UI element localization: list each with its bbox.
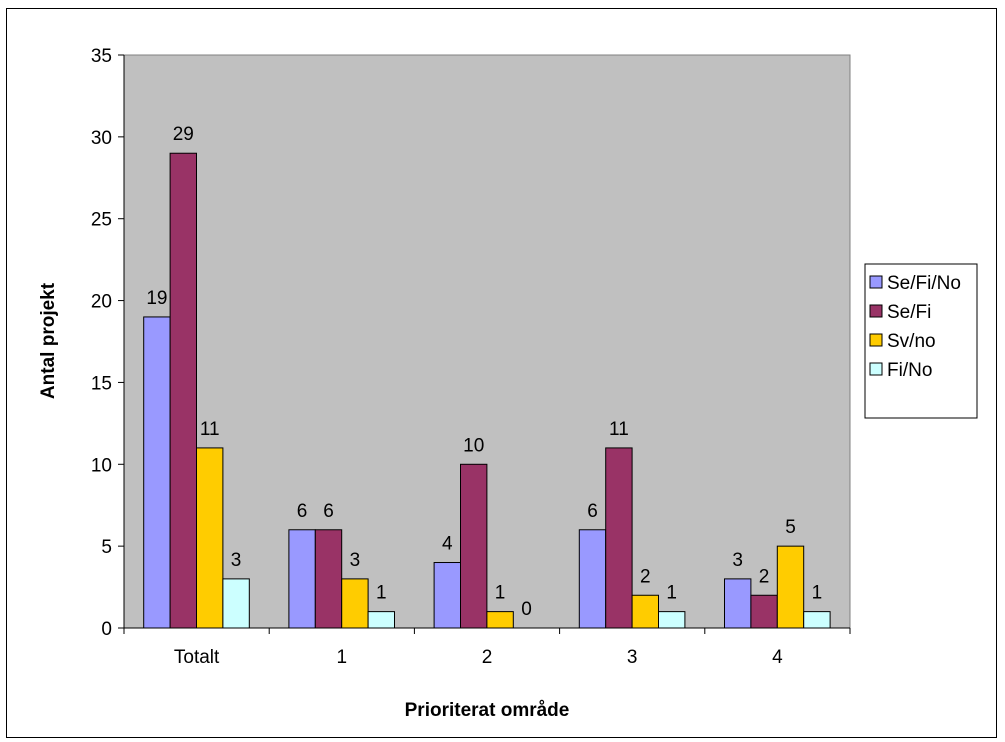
data-label: 5 — [785, 517, 796, 538]
y-axis-title: Antal projekt — [38, 282, 59, 399]
bar — [605, 447, 633, 629]
bar — [143, 316, 171, 629]
data-label: 10 — [463, 435, 484, 456]
data-label: 2 — [759, 566, 770, 587]
y-tick-label: 5 — [101, 537, 112, 558]
data-label: 1 — [376, 583, 387, 604]
legend-swatch — [869, 362, 883, 376]
bar — [776, 545, 805, 629]
x-tick-label: Totalt — [174, 647, 220, 668]
data-label: 6 — [323, 501, 334, 522]
bar — [222, 578, 250, 629]
data-label: 4 — [442, 534, 453, 555]
bar — [196, 447, 224, 629]
y-tick-label: 15 — [91, 373, 112, 394]
x-tick-label: 3 — [627, 647, 638, 668]
data-label: 6 — [297, 501, 308, 522]
data-label: 11 — [609, 419, 629, 440]
data-label: 1 — [666, 583, 677, 604]
bar — [631, 594, 659, 629]
bar — [169, 152, 198, 629]
legend-label: Sv/no — [887, 331, 936, 352]
x-axis: Totalt 1 2 3 4 — [123, 627, 851, 668]
y-tick-label: 20 — [91, 292, 112, 313]
legend-swatch — [869, 275, 883, 289]
x-tick-label: 4 — [772, 647, 783, 668]
data-label: 1 — [495, 583, 506, 604]
data-label: 1 — [812, 583, 823, 604]
bar — [341, 578, 369, 629]
x-tick-label: 2 — [482, 647, 493, 668]
y-tick-label: 25 — [91, 210, 112, 231]
x-tick-label: 1 — [337, 647, 348, 668]
y-axis: 0 5 10 15 20 25 30 35 — [91, 46, 125, 640]
legend-swatch — [869, 333, 883, 347]
bar — [460, 463, 488, 629]
bar — [367, 611, 396, 629]
bars-group — [143, 152, 831, 629]
data-label: 6 — [587, 501, 598, 522]
legend-swatch — [869, 304, 883, 318]
y-tick-label: 10 — [91, 455, 112, 476]
data-label: 2 — [640, 566, 651, 587]
data-label: 0 — [521, 599, 532, 620]
legend-box — [864, 263, 978, 419]
legend-label: Se/Fi/No — [887, 273, 961, 294]
data-label: 11 — [200, 419, 220, 440]
data-label: 19 — [146, 288, 167, 309]
y-tick-label: 0 — [101, 619, 112, 640]
bar — [578, 529, 607, 629]
y-tick-label: 35 — [91, 46, 112, 67]
bar — [658, 611, 686, 629]
legend-label: Se/Fi — [887, 302, 931, 323]
x-axis-title: Prioriterat område — [405, 700, 570, 721]
data-label: 29 — [173, 124, 194, 145]
bar — [724, 578, 752, 629]
bar — [750, 594, 778, 629]
y-tick-label: 30 — [91, 128, 112, 149]
data-label: 3 — [231, 550, 242, 571]
bar — [486, 611, 514, 629]
bar — [288, 529, 316, 629]
legend-label: Fi/No — [887, 360, 932, 381]
bar — [433, 562, 462, 629]
data-label: 3 — [732, 550, 743, 571]
bar — [803, 611, 831, 629]
data-label: 3 — [350, 550, 361, 571]
bar — [314, 529, 343, 629]
legend: Se/Fi/No Se/Fi Sv/no Fi/No — [864, 263, 978, 419]
